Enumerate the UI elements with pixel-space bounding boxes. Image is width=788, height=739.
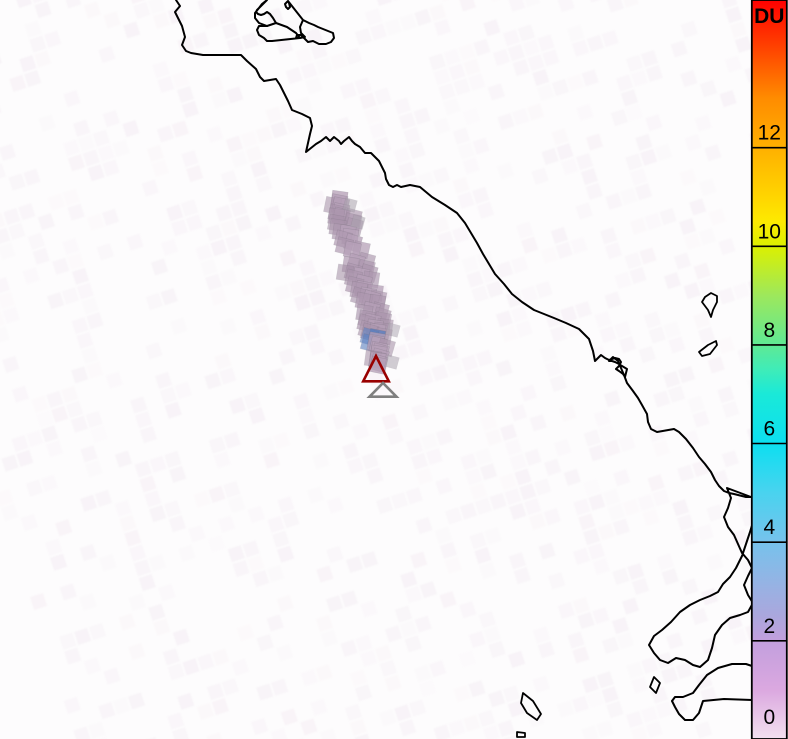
svg-text:4: 4 [763,516,775,539]
svg-text:6: 6 [763,418,775,441]
svg-text:8: 8 [763,319,775,342]
svg-text:2: 2 [763,615,775,638]
svg-text:12: 12 [758,122,781,145]
svg-text:10: 10 [758,220,781,243]
svg-text:0: 0 [763,706,775,729]
svg-text:DU: DU [754,5,784,28]
